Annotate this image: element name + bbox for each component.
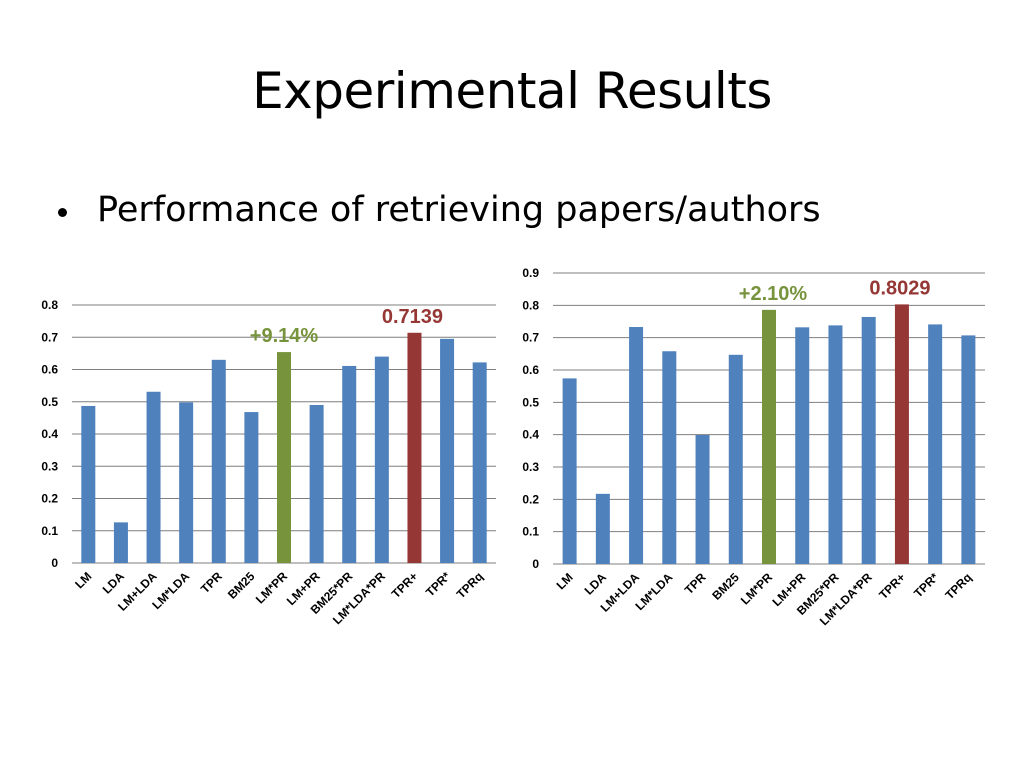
x-category-label: LM	[72, 569, 94, 591]
left-bar-chart: 00.10.20.30.40.50.60.70.8LM LDALM+LDALM*L…	[41, 298, 496, 627]
bar-lm	[81, 405, 96, 563]
x-category-label: TPR+	[389, 569, 421, 601]
annotation-label: 0.7139	[382, 306, 443, 328]
bar-lm	[562, 378, 577, 564]
x-category-label: LM	[554, 570, 576, 592]
bar-tprq	[961, 335, 976, 564]
bar-lm-pr	[762, 309, 776, 564]
bar-lda	[113, 522, 128, 563]
bar-tpr-	[894, 304, 909, 564]
y-tick-label: 0.8	[41, 298, 58, 312]
bar-bm25	[728, 354, 743, 564]
bullet-text: Performance of retrieving papers/authors	[97, 190, 821, 230]
x-category-label: TPR*	[423, 569, 453, 599]
right-bar-chart: 00.10.20.30.40.50.60.70.80.9LM LDALM+LDAL…	[522, 266, 985, 628]
bar-bm25	[244, 412, 259, 563]
y-tick-label: 0.7	[522, 331, 539, 345]
annotation-label: 0.8029	[869, 277, 930, 299]
y-tick-label: 0.6	[41, 363, 58, 377]
x-category-label: TPR+	[876, 570, 908, 602]
x-category-label: LDA	[100, 569, 128, 597]
bar-lm-pr	[795, 327, 810, 564]
y-tick-label: 0	[51, 556, 58, 570]
x-category-label: LM*PR	[738, 570, 775, 607]
bar-tprq	[472, 362, 487, 563]
y-tick-label: 0	[532, 557, 539, 571]
bar-lm-pr	[309, 404, 324, 563]
annotation-label: +9.14%	[250, 325, 319, 347]
bar-tpr	[695, 434, 710, 564]
y-tick-label: 0.2	[41, 492, 58, 506]
y-tick-label: 0.7	[41, 330, 58, 344]
bar-lm-pr	[277, 352, 291, 563]
x-category-label: LDA	[582, 570, 610, 598]
bar-tpr-	[440, 338, 455, 563]
slide-title: Experimental Results	[252, 62, 772, 120]
y-tick-label: 0.5	[41, 395, 58, 409]
y-tick-label: 0.8	[522, 298, 539, 312]
bar-lm-lda	[179, 402, 194, 563]
bar-tpr-	[928, 324, 943, 564]
x-category-label: TPRq	[942, 570, 974, 602]
x-category-label: LM*LDA	[633, 570, 676, 613]
bullet-dot	[58, 207, 67, 217]
x-category-label: TPRq	[454, 569, 486, 601]
x-category-label: TPR	[682, 570, 709, 597]
bar-lm-lda	[629, 326, 644, 564]
x-category-label: TPR*	[911, 570, 941, 600]
y-tick-label: 0.2	[522, 492, 539, 506]
x-category-label: LM*PR	[253, 569, 290, 606]
y-tick-label: 0.9	[522, 266, 539, 280]
y-tick-label: 0.3	[522, 460, 539, 474]
bar-tpr	[211, 359, 226, 563]
y-tick-label: 0.1	[522, 525, 539, 539]
y-tick-label: 0.5	[522, 395, 539, 409]
y-tick-label: 0.3	[41, 459, 58, 473]
bar-lda	[595, 493, 610, 564]
x-category-label: TPR	[198, 569, 225, 596]
bar-lm-lda-pr	[861, 316, 876, 564]
bar-bm25-pr	[342, 365, 357, 563]
annotation-label: +2.10%	[739, 283, 808, 305]
y-tick-label: 0.4	[522, 428, 539, 442]
y-tick-label: 0.6	[522, 363, 539, 377]
bar-tpr-	[407, 332, 422, 563]
bar-lm-lda	[662, 351, 677, 564]
bullet-item: Performance of retrieving papers/authors	[58, 190, 821, 230]
y-tick-label: 0.4	[41, 427, 58, 441]
y-tick-label: 0.1	[41, 524, 58, 538]
bar-bm25-pr	[828, 325, 843, 564]
bar-lm-lda	[146, 391, 161, 563]
bar-lm-lda-pr	[374, 356, 389, 563]
